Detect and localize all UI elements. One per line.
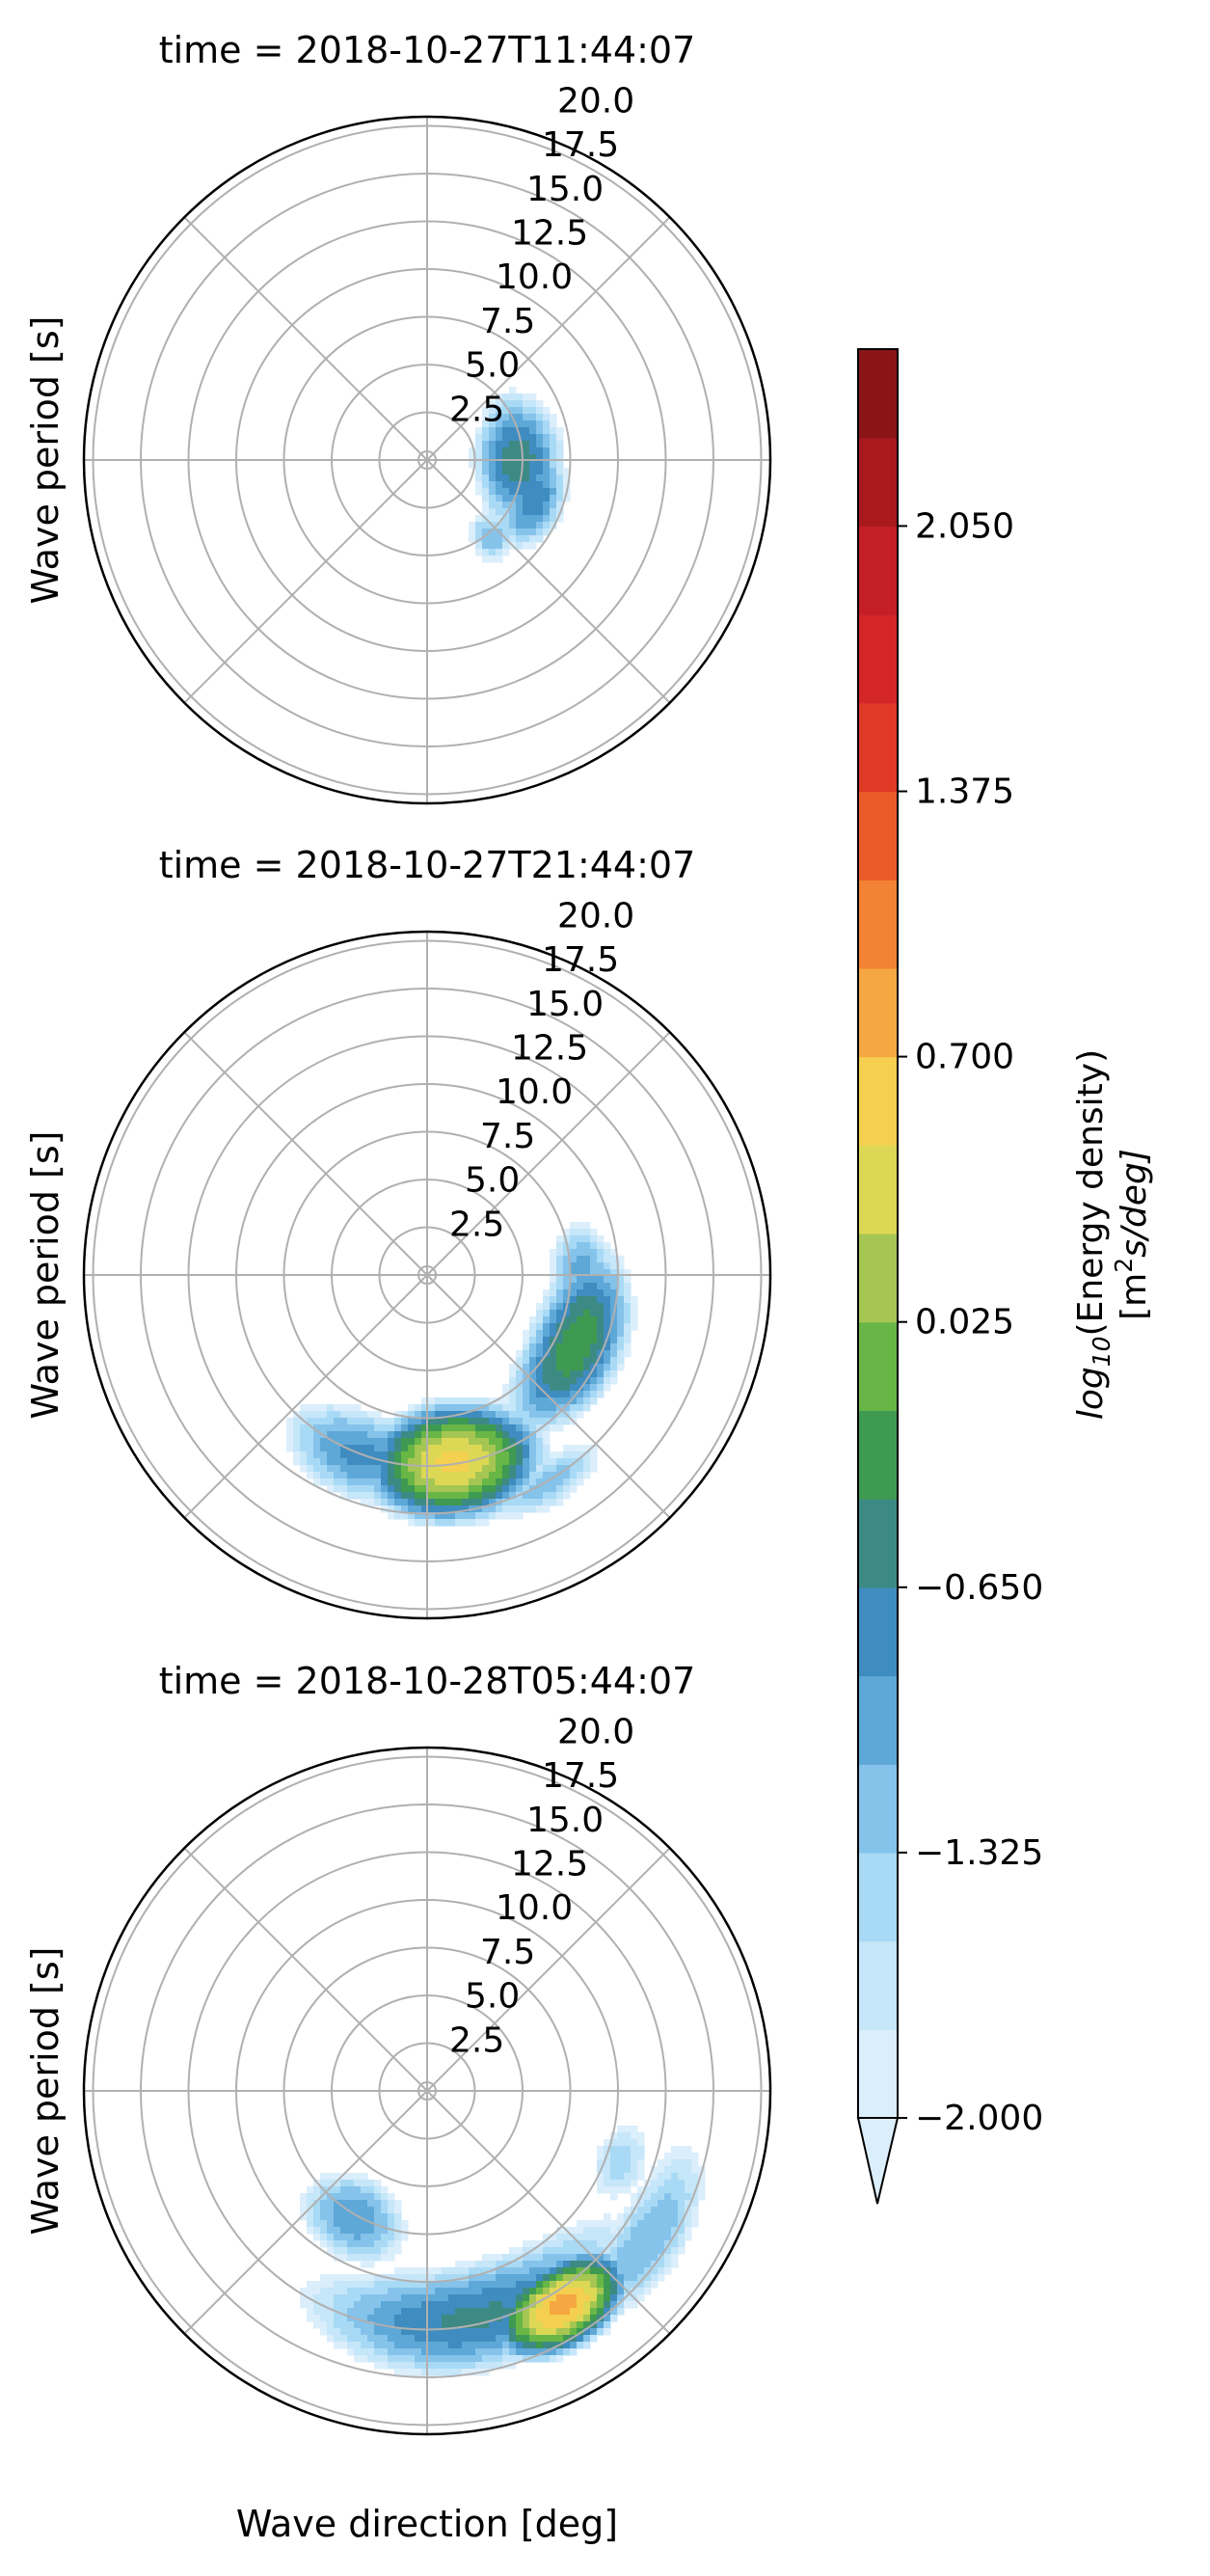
radial-tick-label: 17.5 — [542, 125, 619, 165]
energy-density-contours — [300, 2126, 706, 2376]
polar-panel: time = 2018-10-27T21:44:07 Wave period [s… — [24, 844, 772, 1620]
colorbar-level — [858, 1586, 898, 1677]
polar-panel: time = 2018-10-27T11:44:07 Wave period [s… — [24, 29, 772, 805]
radial-tick-label: 15.0 — [526, 985, 604, 1024]
polar-frame — [82, 115, 772, 805]
colorbar-segments — [858, 349, 898, 2119]
colorbar-ticks: 2.050 1.375 0.700 0.025 −0.650 −1.325 −2.000 — [898, 506, 1043, 2138]
angular-grid-line — [426, 459, 671, 704]
polar-frame — [82, 930, 772, 1620]
colorbar-level — [858, 1764, 898, 1854]
colorbar-label: log10(Energy density) [m2s/deg] — [1071, 1049, 1154, 1420]
colorbar-level — [858, 1675, 898, 1765]
radial-tick-label: 7.5 — [480, 1117, 535, 1156]
energy-density-contours — [286, 1222, 638, 1527]
energy-density-contours — [469, 387, 571, 563]
panel-title: time = 2018-10-28T05:44:07 — [159, 1660, 696, 1702]
angular-grid-line — [183, 1847, 428, 2092]
x-axis-label: Wave direction [deg] — [236, 2503, 618, 2545]
angular-grid-line — [183, 2090, 428, 2335]
polar-frame — [82, 1746, 772, 2436]
colorbar-level — [858, 1410, 898, 1500]
colorbar-level — [858, 1499, 898, 1588]
colorbar-label-line2: [m2s/deg] — [1110, 1149, 1154, 1320]
radial-tick-label: 10.0 — [496, 1072, 573, 1112]
radial-tick-label: 5.0 — [465, 346, 520, 386]
radial-tick-label: 20.0 — [557, 1712, 634, 1751]
colorbar-level — [858, 967, 898, 1058]
colorbar-level — [858, 702, 898, 793]
radial-tick-label: 2.5 — [449, 1205, 504, 1244]
y-axis-label: Wave period [s] — [24, 316, 67, 605]
colorbar-level — [858, 1056, 898, 1146]
radial-tick-label: 20.0 — [557, 81, 634, 121]
radial-tick-label: 17.5 — [542, 1756, 619, 1796]
radial-tick-label: 2.5 — [449, 390, 504, 429]
colorbar-level — [858, 614, 898, 704]
angular-grid-line — [183, 1031, 428, 1276]
radial-tick-label: 5.0 — [465, 1977, 520, 2017]
colorbar-level — [858, 1940, 898, 2030]
angular-grid-line — [426, 2090, 671, 2335]
colorbar-level — [858, 526, 898, 615]
radial-tick-label: 17.5 — [542, 940, 619, 980]
colorbar-level — [858, 2029, 898, 2119]
colorbar-tick-label: 0.700 — [915, 1038, 1014, 1077]
radial-tick-label: 2.5 — [449, 2020, 504, 2060]
colorbar-level — [858, 1321, 898, 1411]
angular-grid-line — [426, 1031, 671, 1276]
colorbar-level — [858, 349, 898, 439]
radial-tick-label: 7.5 — [480, 1933, 535, 1972]
radial-tick-label: 10.0 — [496, 258, 573, 297]
panel-title: time = 2018-10-27T11:44:07 — [159, 29, 696, 71]
radial-tick-label: 12.5 — [511, 214, 588, 254]
colorbar-tick-label: 1.375 — [915, 773, 1014, 812]
colorbar-level — [858, 1852, 898, 1942]
colorbar-tick-label: −2.000 — [915, 2099, 1043, 2138]
radial-tick-label: 12.5 — [511, 1029, 588, 1069]
radial-tick-label: 15.0 — [526, 1801, 604, 1840]
colorbar-extend-arrow — [856, 2117, 900, 2205]
colorbar-level — [858, 880, 898, 969]
colorbar-tick-label: 2.050 — [915, 506, 1014, 546]
angular-grid-line — [183, 459, 428, 704]
colorbar-label-line1: log10(Energy density) — [1071, 1049, 1116, 1420]
colorbar-level — [858, 791, 898, 881]
colorbar-tick-label: −1.325 — [915, 1833, 1043, 1873]
colorbar: 2.050 1.375 0.700 0.025 −0.650 −1.325 −2.000 l… — [856, 348, 1154, 2205]
colorbar-level — [858, 1234, 898, 1323]
radial-tick-label: 7.5 — [480, 302, 535, 341]
radial-tick-label: 15.0 — [526, 170, 604, 209]
colorbar-tick-label: 0.025 — [915, 1303, 1014, 1342]
y-axis-label: Wave period [s] — [24, 1131, 67, 1420]
polar-panel: time = 2018-10-28T05:44:07 Wave period [s… — [24, 1660, 772, 2436]
polar-panels: time = 2018-10-27T11:44:07 Wave period [s… — [24, 29, 772, 2436]
angular-grid-line — [426, 1274, 671, 1519]
radial-tick-label: 10.0 — [496, 1888, 573, 1928]
colorbar-level — [858, 1145, 898, 1234]
y-axis-label: Wave period [s] — [24, 1947, 67, 2236]
angular-grid-line — [426, 1847, 671, 2092]
colorbar-frame — [857, 348, 899, 2119]
angular-grid-line — [183, 1274, 428, 1519]
panel-title: time = 2018-10-27T21:44:07 — [159, 844, 696, 886]
radial-tick-label: 12.5 — [511, 1845, 588, 1885]
radial-tick-label: 20.0 — [557, 896, 634, 935]
colorbar-level — [858, 437, 898, 527]
radial-tick-label: 5.0 — [465, 1161, 520, 1201]
angular-grid-line — [426, 216, 671, 461]
colorbar-tick-label: −0.650 — [915, 1568, 1043, 1608]
angular-grid-line — [183, 216, 428, 461]
